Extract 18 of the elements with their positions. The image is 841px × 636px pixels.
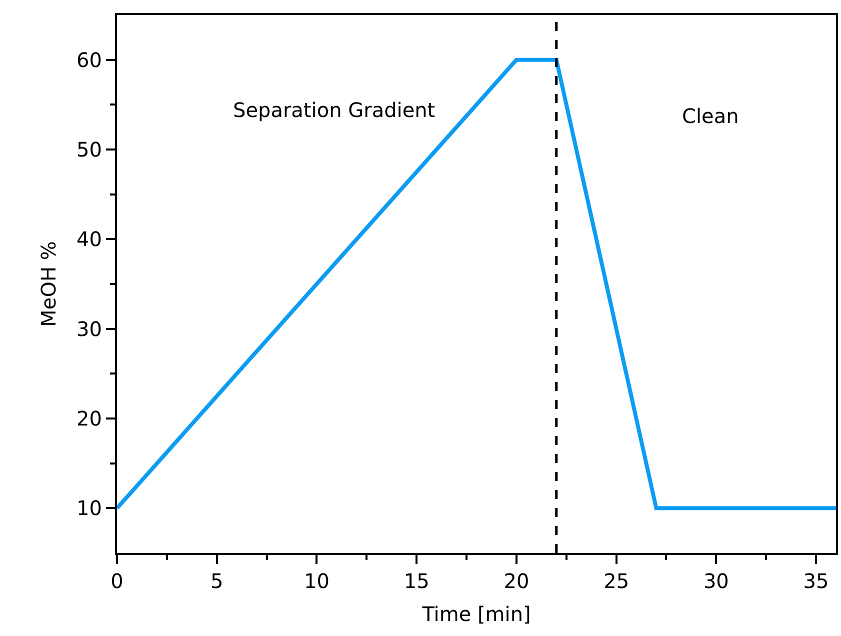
x-tick-label: 30 xyxy=(703,569,729,593)
y-tick-label: 20 xyxy=(76,406,102,430)
annotation: Clean xyxy=(682,104,739,128)
y-tick-label: 30 xyxy=(76,316,102,341)
y-tick-label: 40 xyxy=(76,227,102,252)
x-tick-label: 20 xyxy=(504,569,530,593)
x-tick-label: 0 xyxy=(110,569,124,593)
y-tick-label: 10 xyxy=(76,496,102,520)
x-tick-label: 5 xyxy=(210,569,224,593)
x-axis-title: Time [min] xyxy=(421,602,531,626)
x-tick-label: 25 xyxy=(604,569,630,593)
x-tick-label: 15 xyxy=(404,569,430,593)
annotation: Separation Gradient xyxy=(233,98,436,122)
y-tick-label: 60 xyxy=(76,48,102,72)
x-tick-label: 35 xyxy=(803,569,829,593)
y-tick-label: 50 xyxy=(76,138,102,162)
y-axis-title: MeOH % xyxy=(36,241,61,327)
x-tick-label: 10 xyxy=(304,569,330,593)
